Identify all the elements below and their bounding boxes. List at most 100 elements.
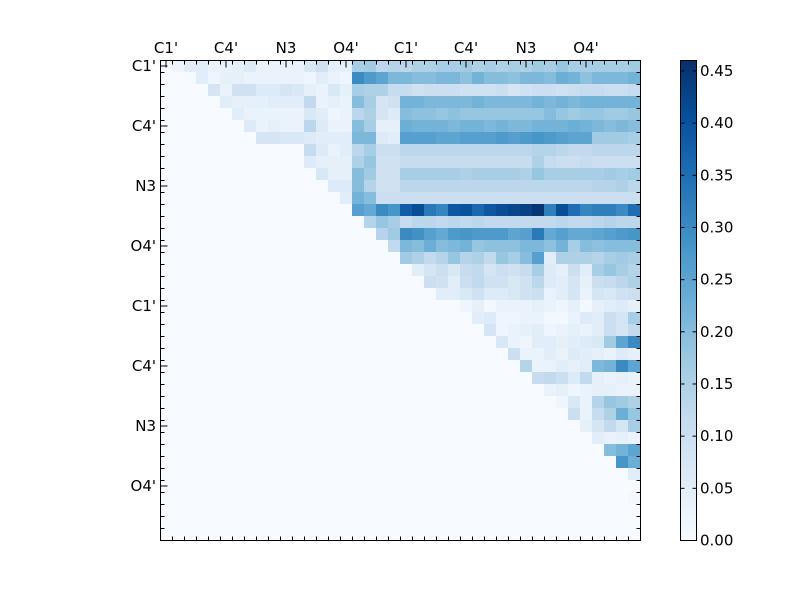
heatmap-cell [364,312,377,325]
heatmap-cell [412,96,425,109]
heatmap-cell [244,336,257,349]
heatmap-cell [340,456,353,469]
heatmap-cell [592,264,605,277]
heatmap-cell [580,504,593,517]
heatmap-cell [424,480,437,493]
heatmap-cell [196,276,209,289]
heatmap-cell [160,192,173,205]
heatmap-cell [172,264,185,277]
heatmap-cell [232,420,245,433]
heatmap-cell [448,372,461,385]
heatmap-cell [448,264,461,277]
heatmap-cell [220,528,233,541]
heatmap-cell [424,108,437,121]
heatmap-cell [364,432,377,445]
heatmap-cell [448,204,461,217]
heatmap-cell [328,528,341,541]
heatmap-cell [316,180,329,193]
heatmap-cell [364,156,377,169]
heatmap-cell [328,432,341,445]
heatmap-cell [340,288,353,301]
heatmap-cell [304,120,317,133]
heatmap-cell [220,288,233,301]
heatmap-cell [508,372,521,385]
heatmap-cell [256,516,269,529]
heatmap-cell [604,60,617,73]
heatmap-cell [532,348,545,361]
heatmap-cell [400,288,413,301]
heatmap-cell [292,468,305,481]
heatmap-cell [568,180,581,193]
heatmap-cell [400,300,413,313]
heatmap-cell [484,408,497,421]
heatmap-cell [484,432,497,445]
heatmap-cell [328,372,341,385]
heatmap-cell [496,132,509,145]
heatmap-cell [268,336,281,349]
heatmap-cell [448,72,461,85]
heatmap-cell [244,108,257,121]
heatmap-cell [484,324,497,337]
heatmap-cell [340,168,353,181]
heatmap-cell [604,528,617,541]
heatmap-cell [256,336,269,349]
heatmap-cell [328,252,341,265]
heatmap-cell [268,324,281,337]
heatmap-cell [232,96,245,109]
heatmap-cell [460,72,473,85]
heatmap-cell [580,300,593,313]
heatmap-cell [268,348,281,361]
heatmap-cell [556,372,569,385]
heatmap-cell [604,336,617,349]
heatmap-cell [400,516,413,529]
heatmap-cell [448,396,461,409]
heatmap-cell [508,276,521,289]
heatmap-cell [376,300,389,313]
heatmap-cell [604,96,617,109]
heatmap-cell [520,432,533,445]
heatmap-cell [352,492,365,505]
heatmap-cell [244,300,257,313]
heatmap-cell [532,192,545,205]
heatmap-cell [316,432,329,445]
heatmap-cell [196,324,209,337]
heatmap-cell [388,72,401,85]
heatmap-cell [220,72,233,85]
heatmap-cell [184,468,197,481]
heatmap-cell [400,492,413,505]
heatmap-cell [496,504,509,517]
heatmap-cell [328,480,341,493]
heatmap-cell [220,372,233,385]
heatmap-cell [496,360,509,373]
heatmap-cell [400,192,413,205]
heatmap-cell [256,108,269,121]
heatmap-cell [172,204,185,217]
heatmap-cell [592,468,605,481]
heatmap-cell [628,336,641,349]
heatmap-cell [160,384,173,397]
heatmap-cell [568,108,581,121]
heatmap-cell [268,444,281,457]
heatmap-cell [616,312,629,325]
heatmap-cell [352,72,365,85]
heatmap-cell [316,144,329,157]
heatmap-cell [280,516,293,529]
heatmap-cell [340,300,353,313]
heatmap-cell [232,108,245,121]
colorbar-tick-label: 0.35 [700,166,733,184]
heatmap-cell [292,408,305,421]
heatmap-cell [580,120,593,133]
heatmap-cell [544,216,557,229]
heatmap-cell [580,192,593,205]
heatmap-cell [436,432,449,445]
heatmap-cell [316,216,329,229]
heatmap-cell [400,72,413,85]
heatmap-cell [244,420,257,433]
heatmap-cell [496,408,509,421]
heatmap-cell [340,360,353,373]
heatmap-cell [580,396,593,409]
heatmap-cell [592,516,605,529]
heatmap-cell [592,156,605,169]
heatmap-cell [196,264,209,277]
heatmap-cell [280,108,293,121]
